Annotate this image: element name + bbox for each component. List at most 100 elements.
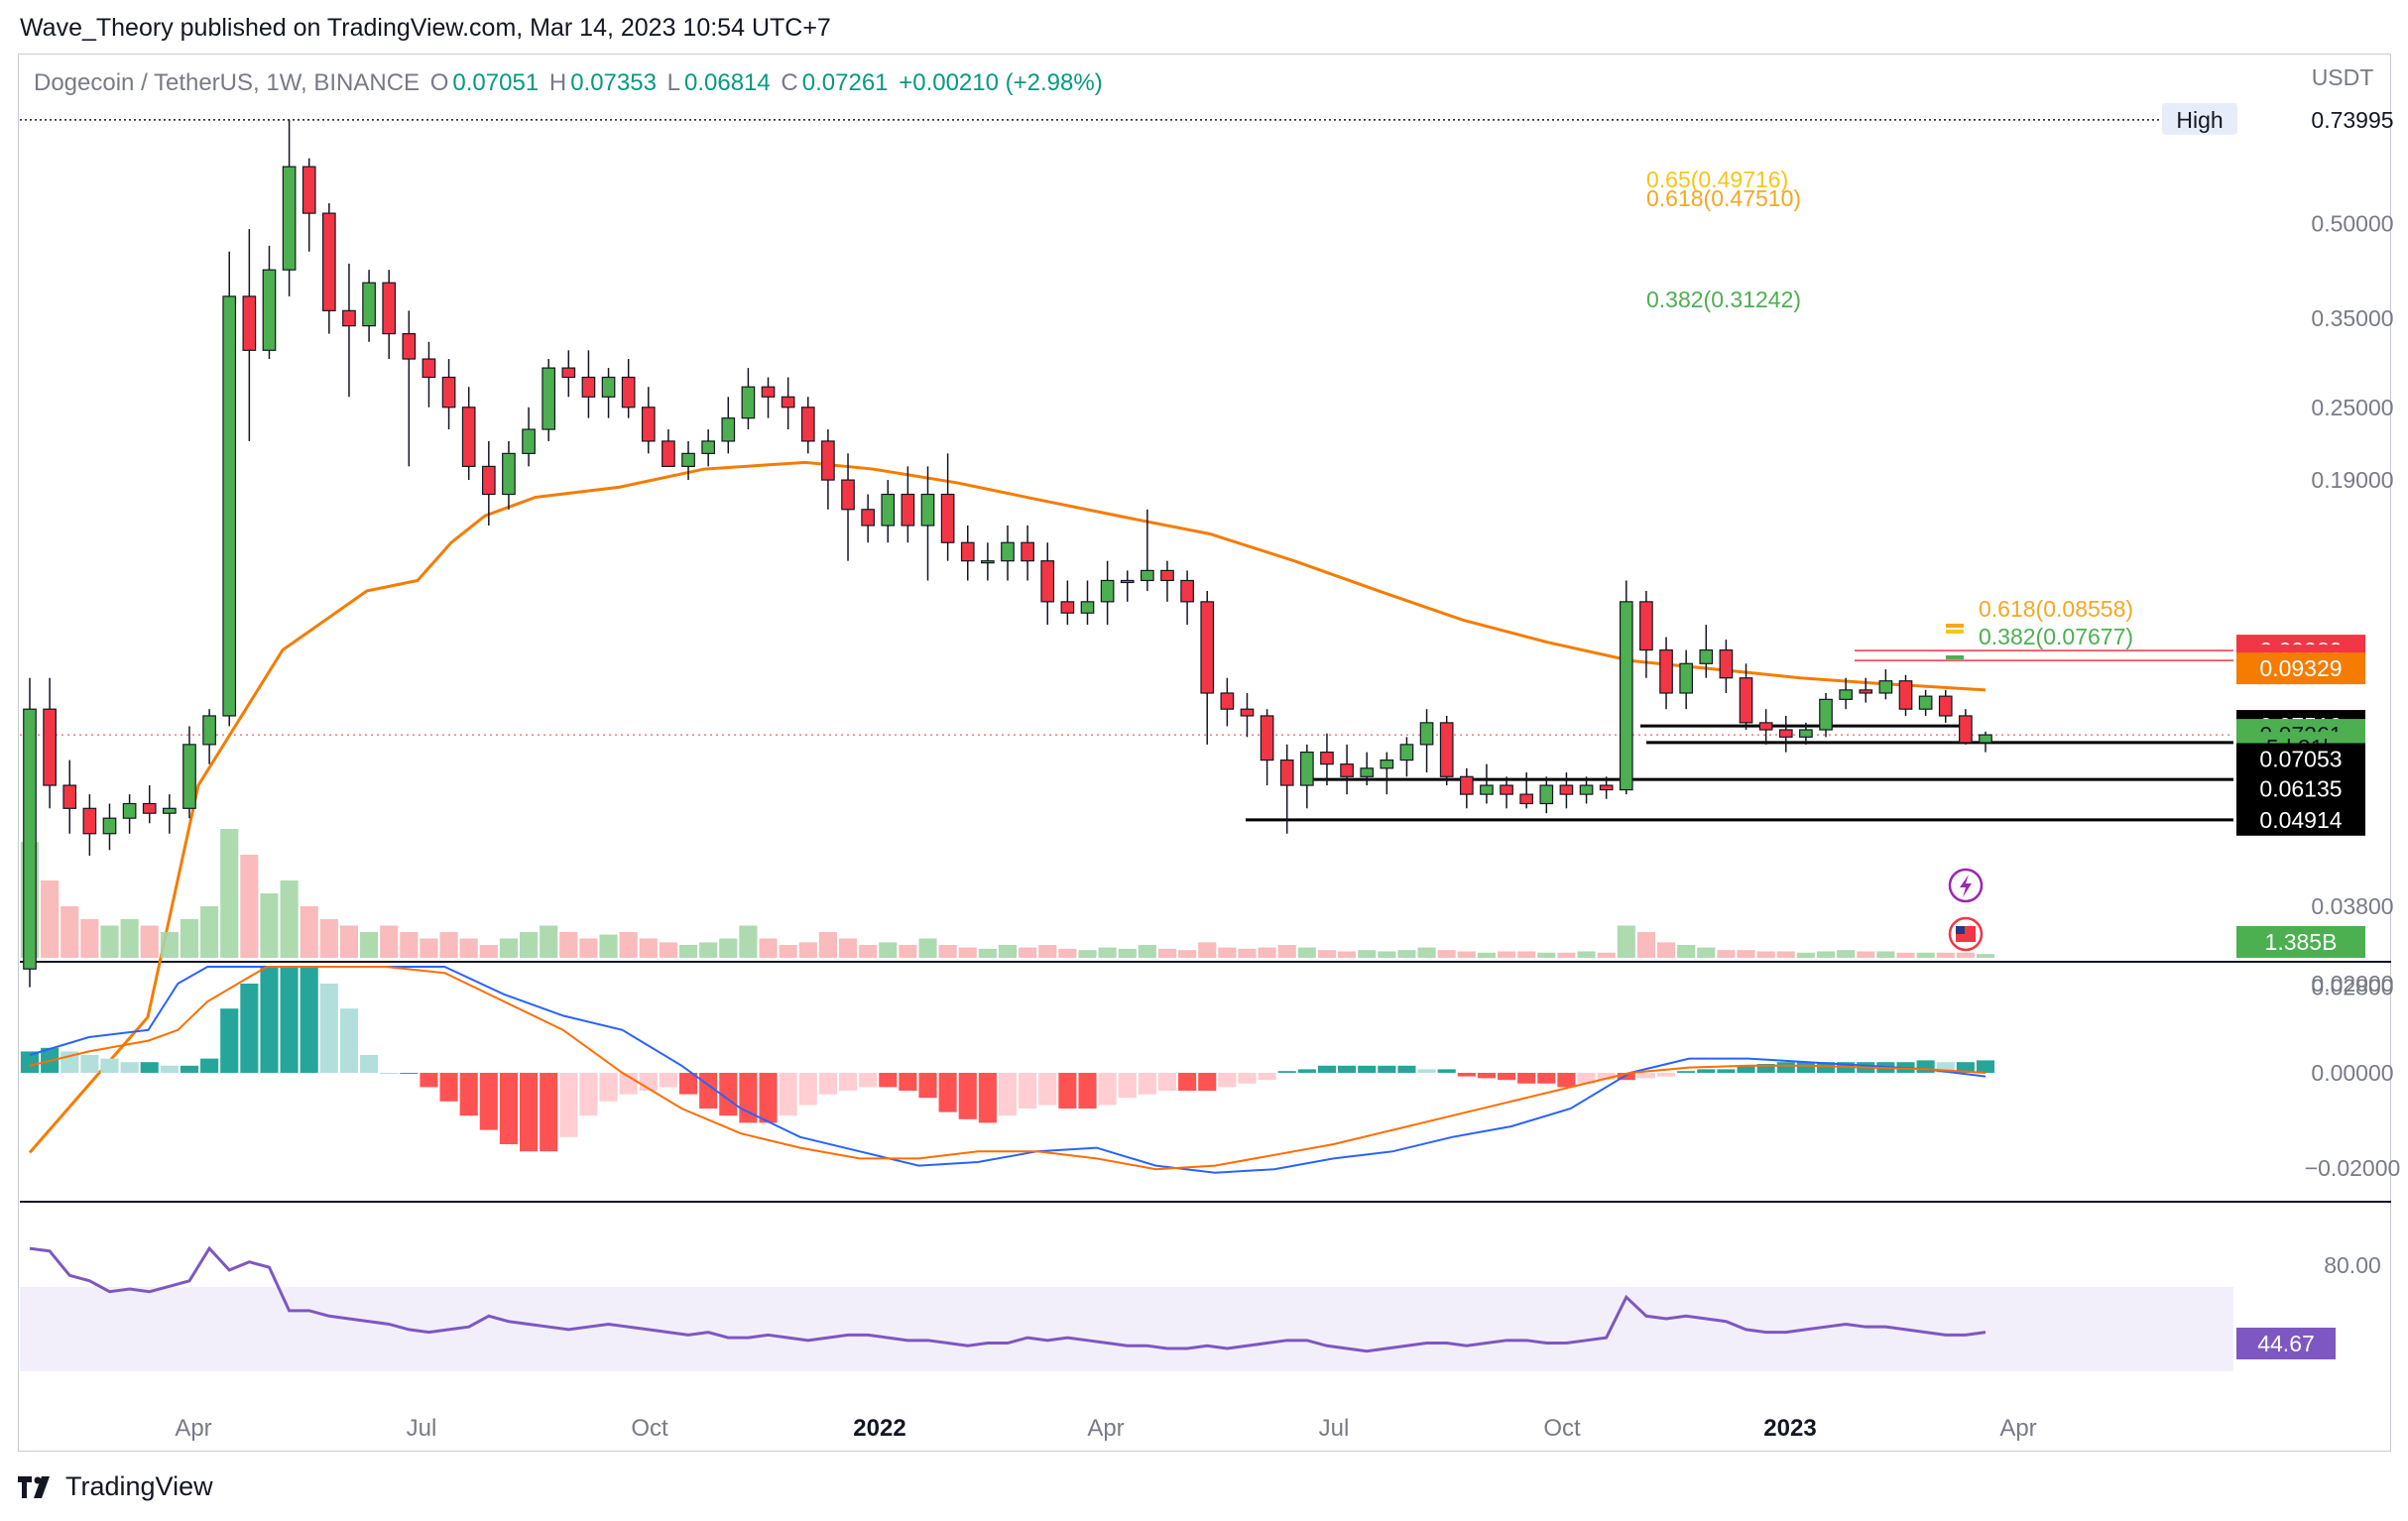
high-price-label: 0.73995 xyxy=(2311,107,2393,133)
candle-body xyxy=(1778,729,1793,738)
price-tag-bg xyxy=(2236,743,2365,775)
candle-body xyxy=(1938,695,1953,717)
price-tag: 0.06135 xyxy=(2259,776,2342,802)
candle-body xyxy=(1320,752,1334,765)
volume-bar xyxy=(1417,947,1436,958)
tradingview-logo[interactable]: TradingView xyxy=(18,1471,213,1502)
macd-histogram-bar xyxy=(719,1073,738,1116)
candle-body xyxy=(701,440,716,454)
volume-bar xyxy=(1338,951,1357,958)
macd-histogram-bar xyxy=(1756,1064,1775,1073)
volume-bar xyxy=(838,938,858,958)
volume-bar xyxy=(339,925,359,958)
volume-bar xyxy=(1098,947,1117,958)
volume-bar xyxy=(1796,952,1815,958)
candle-body xyxy=(122,802,137,819)
close-value: 0.07261 xyxy=(801,69,889,96)
volume-bar xyxy=(1956,952,1975,958)
y-axis-unit: USDT xyxy=(2312,64,2374,90)
candle-body xyxy=(82,807,97,835)
volume-bar xyxy=(1717,950,1736,958)
macd-histogram-bar xyxy=(1118,1073,1137,1099)
macd-histogram-bar xyxy=(1776,1062,1795,1073)
macd-histogram-bar xyxy=(1916,1060,1935,1073)
macd-histogram-bar xyxy=(798,1073,817,1106)
candle-body xyxy=(1758,722,1773,731)
candle-body xyxy=(222,295,237,717)
open-value: 0.07051 xyxy=(452,69,540,96)
macd-histogram-bar xyxy=(1557,1073,1576,1088)
volume-bar xyxy=(1617,925,1635,958)
candle-body xyxy=(1060,601,1075,614)
candle-body xyxy=(242,295,257,351)
macd-y-tick: 0.02000 xyxy=(2311,971,2393,996)
macd-histogram-bar xyxy=(20,1051,40,1073)
volume-bar xyxy=(798,942,817,958)
candle-body xyxy=(1619,601,1633,791)
volume-bar xyxy=(938,945,957,958)
volume-tag-bg xyxy=(2236,926,2365,958)
volume-bar xyxy=(1776,951,1795,958)
candle-body xyxy=(1819,698,1833,731)
candle-body xyxy=(1340,763,1354,777)
macd-histogram-bar xyxy=(1457,1073,1476,1077)
candle-body xyxy=(1480,784,1494,795)
macd-histogram-bar xyxy=(280,967,299,1073)
candle-body xyxy=(940,493,955,543)
macd-histogram-bar xyxy=(1976,1060,1995,1073)
x-tick-label: 2022 xyxy=(853,1415,905,1442)
candle-body xyxy=(1979,734,1992,744)
candle-body xyxy=(321,212,336,311)
volume-bar xyxy=(639,938,658,958)
candle-body xyxy=(621,376,636,409)
candle-body xyxy=(1519,793,1534,805)
macd-histogram-bar xyxy=(859,1073,878,1088)
volume-bar xyxy=(879,942,898,958)
candle-body xyxy=(841,479,855,511)
us-flag-canton xyxy=(1956,926,1965,934)
candle-body xyxy=(522,428,536,454)
rsi-band xyxy=(20,1287,2233,1370)
volume-bar xyxy=(1038,945,1057,958)
macd-histogram-bar xyxy=(479,1073,498,1130)
volume-bar xyxy=(240,855,259,958)
volume-bar xyxy=(160,932,179,958)
macd-histogram-bar xyxy=(380,1073,399,1074)
candle-body xyxy=(1260,715,1274,761)
candle-body xyxy=(1040,560,1055,603)
macd-histogram-bar xyxy=(1218,1073,1237,1088)
macd-histogram-bar xyxy=(1437,1069,1456,1073)
macd-histogram-bar xyxy=(1297,1069,1316,1073)
chart-frame[interactable] xyxy=(18,54,2391,1452)
macd-histogram-bar xyxy=(220,1008,239,1073)
macd-histogram-bar xyxy=(520,1073,539,1152)
candle-body xyxy=(1001,541,1015,562)
volume-tag: 1.385B xyxy=(2265,929,2338,955)
volume-bar xyxy=(220,829,239,958)
volume-bar xyxy=(899,945,917,958)
candle-body xyxy=(62,784,77,809)
candle-body xyxy=(601,376,616,398)
volume-bar xyxy=(140,925,159,958)
symbol-label[interactable]: Dogecoin / TetherUS, 1W, BINANCE xyxy=(34,69,421,96)
candle-body xyxy=(1439,722,1454,777)
macd-histogram-bar xyxy=(140,1062,159,1073)
y-tick-label: 0.03800 xyxy=(2311,893,2393,919)
volume-bar xyxy=(41,880,60,958)
candle-body xyxy=(1459,775,1474,795)
x-tick-label: Apr xyxy=(175,1415,211,1442)
macd-histogram-bar xyxy=(1317,1065,1337,1073)
macd-histogram-bar xyxy=(579,1073,598,1116)
fib-level-label: 0.65(0.49716) xyxy=(1646,167,1788,192)
candle-body xyxy=(1360,767,1375,777)
candle-body xyxy=(1120,579,1135,584)
x-tick-label: Oct xyxy=(631,1415,668,1442)
volume-bar xyxy=(1297,947,1316,958)
rsi-line xyxy=(29,1245,1987,1353)
volume-bar xyxy=(439,932,458,958)
macd-histogram-bar xyxy=(1697,1069,1716,1073)
candle-body xyxy=(1878,680,1893,694)
candle-body xyxy=(1699,648,1714,664)
volume-bar xyxy=(659,942,677,958)
